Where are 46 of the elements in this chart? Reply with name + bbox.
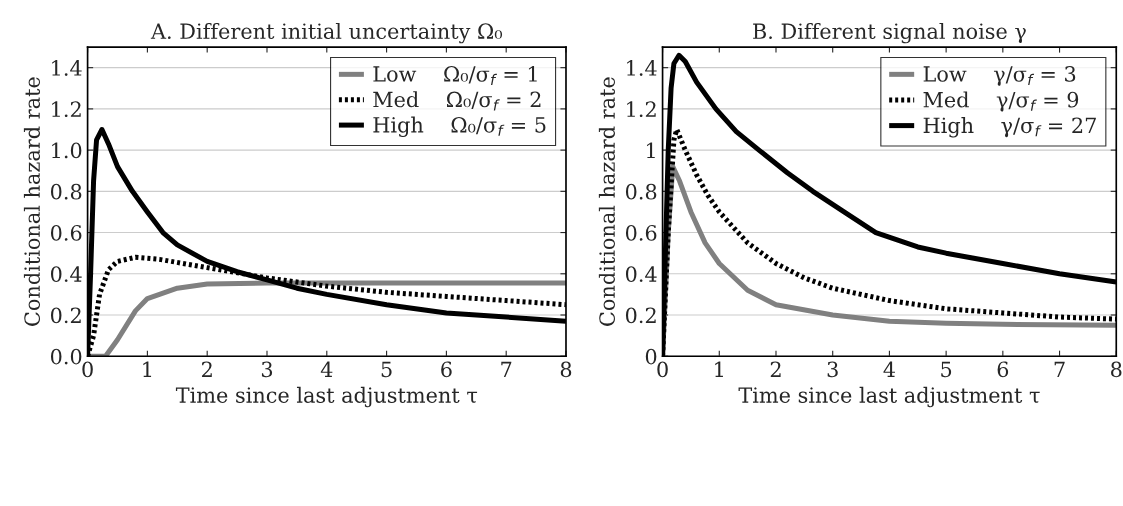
legend-label: High Ω₀/σ$_{f}$ = 5	[373, 116, 546, 138]
chart-title: A. Different initial uncertainty Ω₀	[150, 22, 503, 44]
x-tick-label: 0	[82, 361, 93, 378]
y-tick-label: 0.6	[50, 225, 82, 241]
y-tick-label: 0.8	[50, 183, 82, 200]
x-tick-label: 4	[320, 361, 333, 377]
legend-label: High γ/σ$_{f}$ = 27	[923, 117, 1096, 138]
y-tick-label: 1.2	[52, 101, 81, 118]
x-tick-label: 0	[657, 361, 668, 378]
x-tick-label: 7	[501, 361, 512, 377]
legend-label: Med Ω₀/σ$_{f}$ = 2	[373, 91, 541, 111]
y-axis-title: Conditional hazard rate	[23, 77, 41, 326]
y-axis-title: Conditional hazard rate	[598, 77, 615, 326]
y-tick-label: 0.2	[625, 307, 656, 324]
y-tick-label: 0.4	[625, 266, 657, 282]
x-tick-label: 5	[941, 361, 952, 378]
x-tick-label: 1	[143, 361, 152, 377]
y-tick-label: 0.0	[50, 348, 82, 365]
legend-label: Med γ/σ$_{f}$ = 9	[923, 91, 1079, 112]
x-tick-label: 3	[261, 361, 273, 378]
y-tick-label: 1.4	[52, 60, 82, 76]
x-tick-label: 8	[1111, 361, 1122, 378]
x-tick-label: 4	[883, 361, 895, 377]
y-tick-label: 0	[645, 348, 657, 365]
x-tick-label: 6	[997, 361, 1009, 378]
x-tick-label: 1	[715, 361, 723, 377]
y-tick-label: 1.0	[52, 142, 82, 159]
x-axis-title: Time since last adjustment τ	[738, 386, 1040, 408]
y-tick-label: 1.4	[627, 60, 657, 76]
y-tick-label: 1	[647, 142, 655, 159]
y-tick-label: 0.6	[625, 225, 657, 241]
x-tick-label: 6	[441, 361, 452, 378]
legend-label: Low Ω₀/σ$_{f}$ = 1	[373, 66, 537, 85]
x-tick-label: 2	[201, 361, 212, 377]
x-tick-label: 7	[1054, 361, 1065, 377]
y-tick-label: 0.4	[50, 266, 82, 282]
x-tick-label: 5	[381, 361, 392, 378]
x-tick-label: 8	[560, 361, 572, 378]
x-axis-title: Time since last adjustment τ	[175, 386, 478, 408]
y-tick-label: 0.8	[625, 183, 657, 200]
x-tick-label: 3	[827, 361, 838, 378]
y-tick-label: 0.2	[50, 307, 81, 324]
y-tick-label: 1.2	[627, 101, 656, 118]
chart-title: B. Different signal noise γ	[753, 22, 1026, 44]
x-tick-label: 2	[770, 361, 781, 377]
legend-label: Low γ/σ$_{f}$ = 3	[923, 66, 1076, 86]
